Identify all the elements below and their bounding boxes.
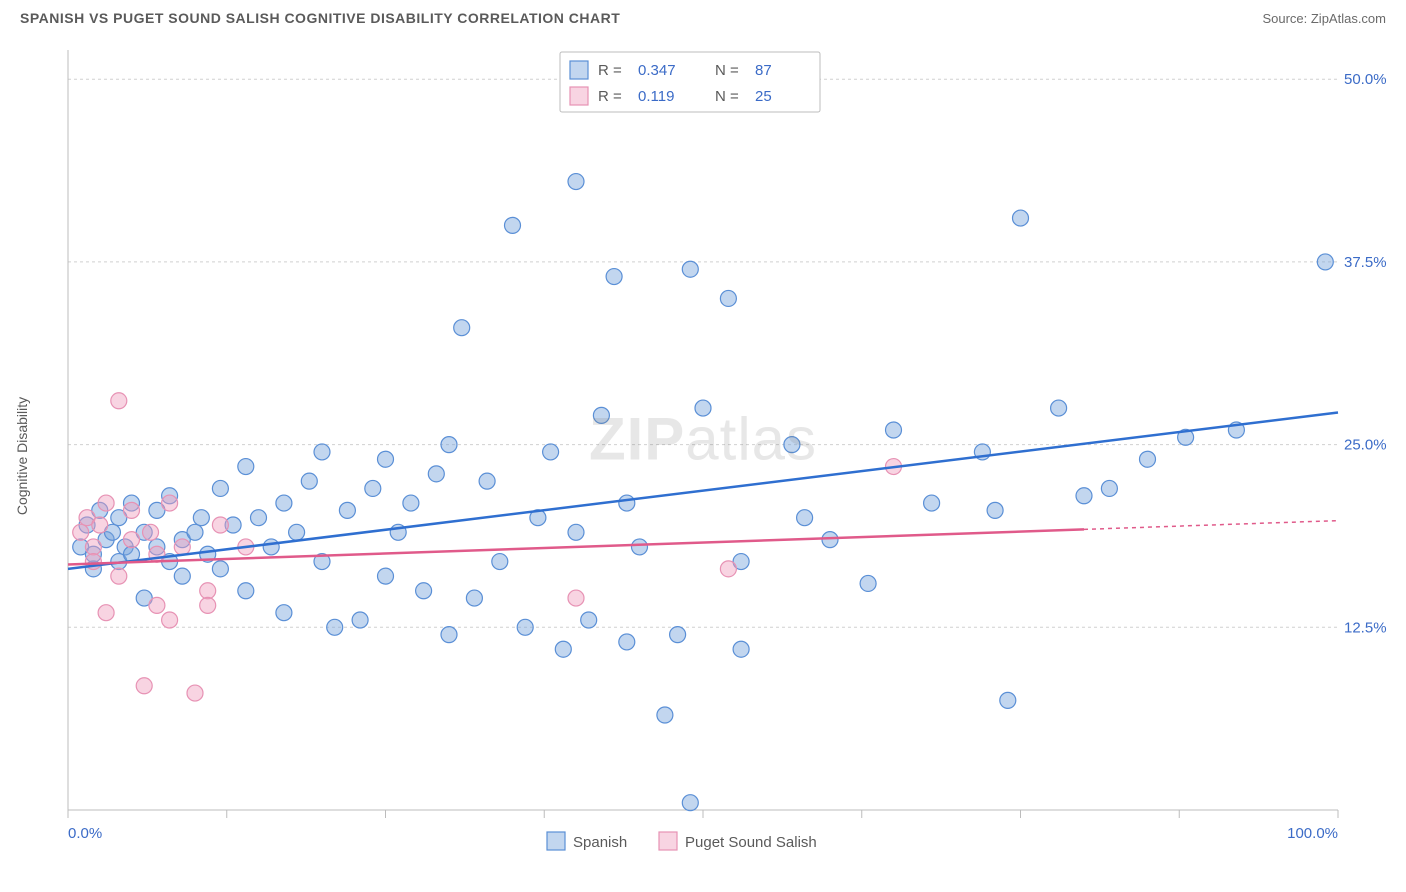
svg-text:Puget Sound Salish: Puget Sound Salish: [685, 834, 817, 851]
svg-text:87: 87: [755, 62, 772, 79]
series-Spanish: [73, 174, 1334, 811]
svg-text:25: 25: [755, 88, 772, 105]
svg-text:0.347: 0.347: [638, 62, 676, 79]
chart-title: SPANISH VS PUGET SOUND SALISH COGNITIVE …: [20, 10, 620, 26]
svg-text:100.0%: 100.0%: [1287, 825, 1338, 842]
y-axis-label: Cognitive Disability: [14, 397, 30, 515]
source-prefix: Source:: [1262, 11, 1310, 26]
svg-text:0.119: 0.119: [638, 88, 674, 105]
svg-text:R =: R =: [598, 62, 622, 79]
svg-text:R =: R =: [598, 88, 622, 105]
svg-text:12.5%: 12.5%: [1344, 619, 1387, 636]
series-Puget Sound Salish: [73, 393, 902, 701]
svg-text:0.0%: 0.0%: [68, 825, 102, 842]
legend-series: Spanish Puget Sound Salish: [547, 832, 817, 851]
source-link[interactable]: ZipAtlas.com: [1311, 11, 1386, 26]
header: SPANISH VS PUGET SOUND SALISH COGNITIVE …: [0, 0, 1406, 32]
legend-stats: R = 0.347 N = 87 R = 0.119 N = 25: [560, 52, 820, 112]
svg-text:25.0%: 25.0%: [1344, 437, 1387, 454]
svg-text:N =: N =: [715, 88, 739, 105]
scatter-chart: 12.5% 25.0% 37.5% 50.0% 0.0% 100.0% R = 0.347 N …: [20, 40, 1388, 870]
svg-text:N =: N =: [715, 62, 739, 79]
source: Source: ZipAtlas.com: [1262, 11, 1386, 26]
svg-text:37.5%: 37.5%: [1344, 254, 1387, 271]
chart-area: Cognitive Disability ZIPatlas 12.5%25.0%…: [20, 40, 1386, 872]
svg-text:50.0%: 50.0%: [1344, 71, 1387, 88]
svg-text:Spanish: Spanish: [573, 834, 627, 851]
